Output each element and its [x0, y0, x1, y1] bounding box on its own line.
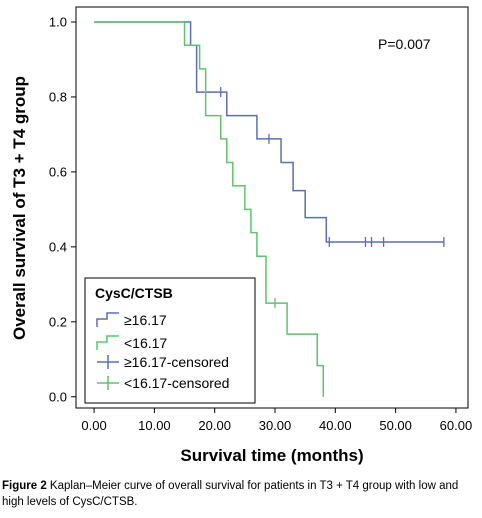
x-tick-label: 40.00: [319, 418, 352, 433]
legend-entry-low-censored: <16.17-censored: [124, 375, 229, 391]
legend-entry-low: <16.17: [124, 335, 167, 351]
survival-curve-low: [94, 21, 325, 397]
legend-censor-low: [97, 376, 119, 390]
y-axis-title: Overall survival of T3 + T4 group: [10, 76, 29, 340]
y-axis-ticks: 0.0 0.2 0.4 0.6 0.8 1.0: [49, 14, 76, 404]
x-tick-label: 0.00: [81, 418, 106, 433]
legend-box: [84, 277, 256, 404]
x-tick-label: 60.00: [440, 418, 473, 433]
legend-swatch-high: [96, 312, 119, 327]
y-tick-label: 0.6: [49, 164, 67, 179]
figure-caption: Figure 2 Kaplan–Meier curve of overall s…: [2, 478, 480, 510]
legend: CysC/CTSB ≥16.17 <16.17 ≥16.17-censored …: [84, 277, 256, 404]
legend-entry-high-censored: ≥16.17-censored: [124, 354, 229, 370]
caption-text: Kaplan–Meier curve of overall survival f…: [2, 480, 459, 508]
x-axis-title: Survival time (months): [180, 446, 363, 465]
y-tick-label: 0.0: [49, 389, 67, 404]
y-tick-label: 0.2: [49, 314, 67, 329]
x-axis-ticks: 0.00 10.00 20.00 30.00 40.00 50.00 60.00: [81, 408, 472, 433]
legend-censor-high: [97, 355, 119, 369]
x-tick-label: 20.00: [198, 418, 231, 433]
censor-marks: [220, 87, 445, 309]
y-tick-label: 1.0: [49, 14, 67, 29]
legend-entry-high: ≥16.17: [124, 312, 167, 328]
caption-label: Figure 2: [2, 480, 47, 492]
x-tick-label: 50.00: [379, 418, 412, 433]
legend-title: CysC/CTSB: [95, 285, 173, 301]
kaplan-meier-chart: 0.00 10.00 20.00 30.00 40.00 50.00 60.00 0.00.…: [10, 6, 472, 465]
y-tick-label: 0.4: [49, 239, 67, 254]
p-value-annotation: P=0.007: [378, 36, 431, 52]
x-tick-label: 30.00: [259, 418, 292, 433]
legend-swatch-low: [96, 335, 119, 350]
y-tick-label: 0.8: [49, 89, 67, 104]
x-tick-label: 10.00: [138, 418, 171, 433]
